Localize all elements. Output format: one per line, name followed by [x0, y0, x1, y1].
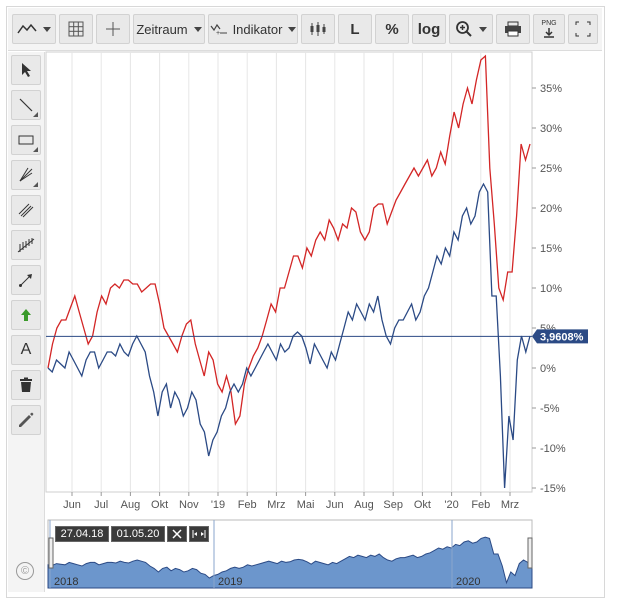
chart-frame	[6, 6, 605, 598]
rectangle-tool-icon	[18, 135, 34, 145]
crosshair-icon	[106, 22, 120, 36]
expand-horizontal-icon	[192, 530, 206, 538]
indikator-dropdown[interactable]: + Indikator	[208, 14, 298, 44]
arrow-tool-icon	[19, 274, 32, 287]
to-date-label[interactable]: 01.05.20	[111, 526, 165, 542]
log-scale-label: log	[417, 20, 441, 38]
linear-scale-button[interactable]: L	[338, 14, 372, 44]
fibonacci-tool-icon	[17, 238, 35, 253]
percent-scale-button[interactable]: %	[375, 14, 409, 44]
toolbar: Zeitraum + Indikator L % log PNG	[8, 8, 602, 51]
from-date-label[interactable]: 27.04.18	[55, 526, 109, 542]
reset-range-button[interactable]	[167, 526, 187, 542]
fullscreen-icon	[575, 21, 591, 37]
print-icon	[505, 21, 521, 37]
png-label: PNG	[541, 20, 557, 27]
pencil-tool-button[interactable]	[11, 405, 41, 435]
zeitraum-label: Zeitraum	[136, 21, 188, 37]
indicator-icon: +	[210, 23, 227, 36]
log-scale-button[interactable]: log	[412, 14, 446, 44]
cursor-tool-button[interactable]	[11, 55, 41, 85]
candles-button[interactable]	[301, 14, 335, 44]
delete-drawings-button[interactable]	[11, 370, 41, 400]
fibonacci-tool-button[interactable]	[11, 230, 41, 260]
zeitraum-dropdown[interactable]: Zeitraum	[133, 14, 205, 44]
close-icon	[172, 529, 182, 539]
candlestick-icon	[310, 22, 326, 36]
line-tool-button[interactable]	[11, 90, 41, 120]
arrow-tool-button[interactable]	[11, 265, 41, 295]
pencil-icon	[19, 412, 34, 427]
zoom-icon	[456, 21, 472, 37]
rectangle-tool-button[interactable]	[11, 125, 41, 155]
grid-icon	[68, 21, 84, 37]
svg-text:+: +	[216, 30, 220, 36]
up-arrow-icon	[21, 309, 31, 321]
up-arrow-tool-button[interactable]	[11, 300, 41, 330]
chart-type-button[interactable]	[12, 14, 56, 44]
indikator-label: Indikator	[232, 21, 283, 37]
text-tool-icon: A	[20, 341, 32, 358]
channel-tool-button[interactable]	[11, 195, 41, 225]
grid-button[interactable]	[59, 14, 93, 44]
linear-scale-label: L	[350, 20, 360, 38]
png-export-button[interactable]: PNG	[533, 14, 565, 44]
percent-scale-label: %	[385, 20, 399, 38]
crosshair-button[interactable]	[96, 14, 130, 44]
line-tool-icon	[19, 98, 33, 112]
copyright-icon: ©	[16, 562, 34, 580]
fan-tool-button[interactable]	[11, 160, 41, 190]
drawing-toolbar: A ©	[8, 52, 45, 592]
fan-tool-icon	[19, 167, 33, 182]
download-icon	[544, 28, 554, 38]
text-tool-button[interactable]: A	[11, 335, 41, 365]
zoom-button[interactable]	[449, 14, 493, 44]
line-chart-icon	[17, 23, 37, 34]
print-button[interactable]	[496, 14, 530, 44]
channel-tool-icon	[18, 203, 34, 218]
cursor-icon	[22, 63, 31, 77]
expand-range-button[interactable]	[189, 526, 209, 542]
fullscreen-button[interactable]	[568, 14, 598, 44]
trash-icon	[20, 377, 32, 392]
